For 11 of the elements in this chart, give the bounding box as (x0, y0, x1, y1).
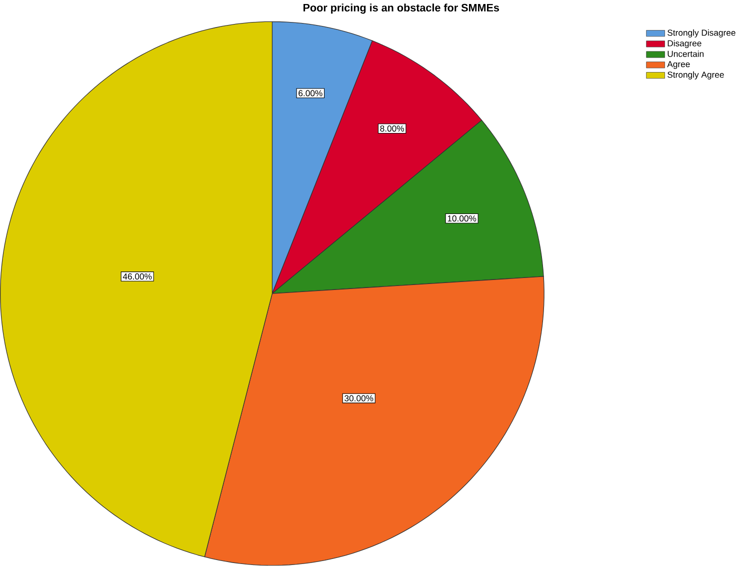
data-label: 8.00% (380, 126, 404, 132)
data-label: 46.00% (122, 274, 152, 280)
data-label: 6.00% (298, 90, 322, 96)
legend-label: Disagree (668, 40, 702, 48)
legend-label: Agree (667, 61, 690, 70)
chart-title: Poor pricing is an obstacle for SMMEs (304, 4, 500, 14)
data-label: 30.00% (344, 395, 374, 402)
data-label: 10.00% (448, 216, 476, 222)
legend-label: Strongly Agree (668, 72, 724, 80)
legend-label: Strongly Disagree (668, 30, 736, 38)
legend-label: Uncertain (668, 50, 704, 58)
